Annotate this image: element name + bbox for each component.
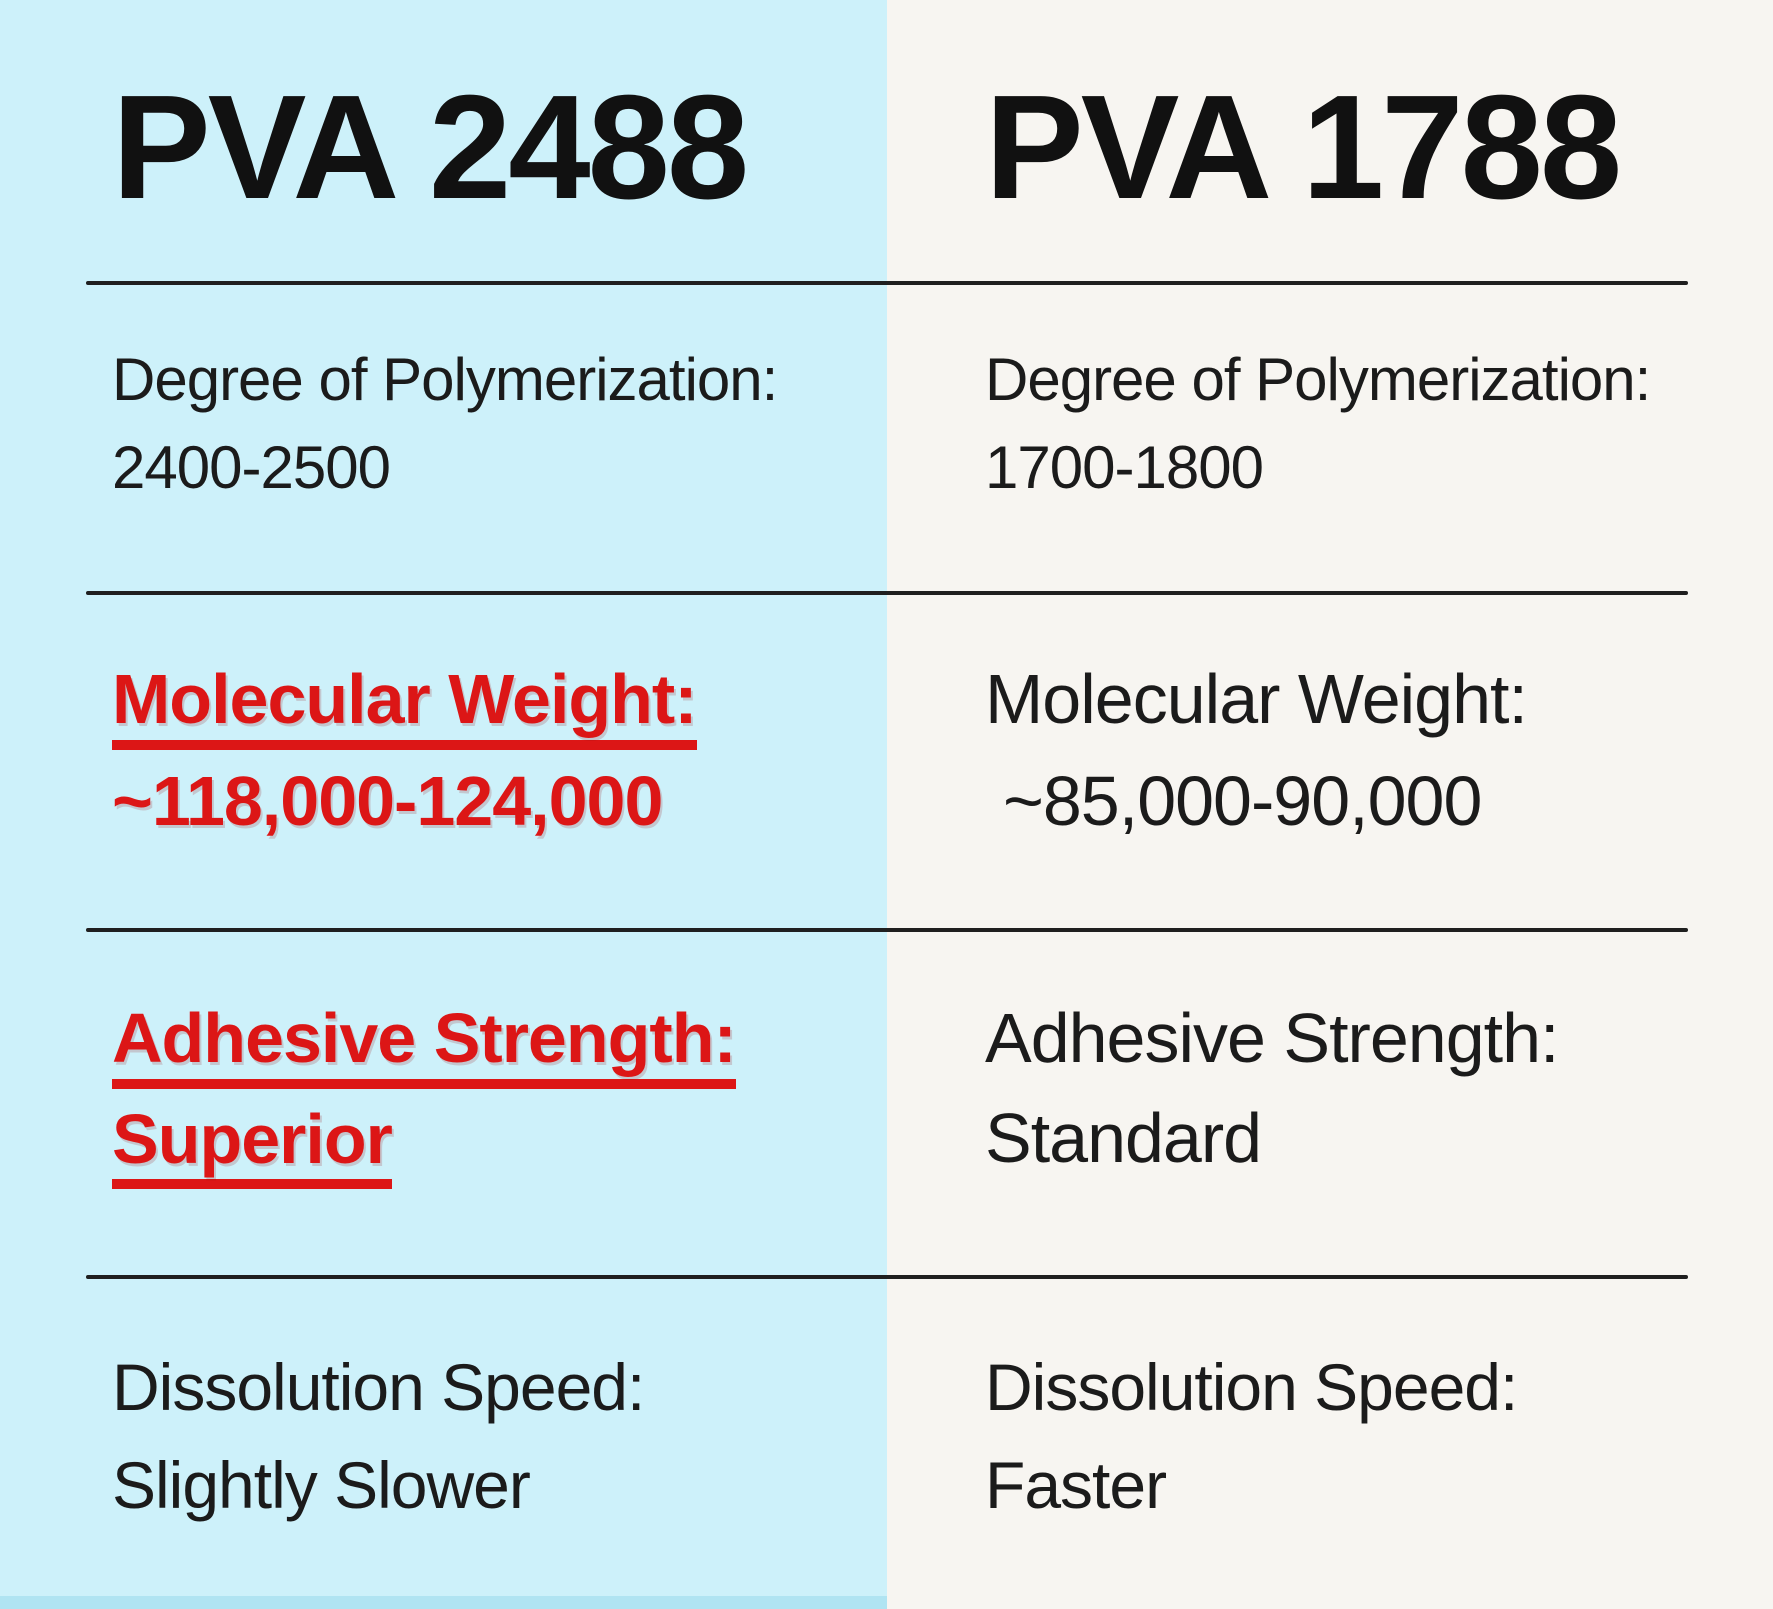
spec-value: ~85,000-90,000 bbox=[1003, 762, 1482, 840]
pva2488-degree-of-polymerization: Degree of Polymerization: 2400-2500 bbox=[112, 336, 778, 512]
divider-below-adhesive-strength-row bbox=[86, 1275, 1688, 1279]
spec-label: Degree of Polymerization: bbox=[112, 346, 778, 413]
left-column-bottom-edge bbox=[0, 1596, 887, 1609]
spec-value: Superior bbox=[112, 1101, 393, 1190]
spec-label: Adhesive Strength: bbox=[985, 999, 1559, 1077]
spec-value: Faster bbox=[985, 1448, 1167, 1522]
spec-value: 2400-2500 bbox=[112, 434, 391, 501]
pva1788-molecular-weight: Molecular Weight: ~85,000-90,000 bbox=[985, 648, 1528, 852]
pva2488-molecular-weight-highlighted: Molecular Weight: ~118,000-124,000 bbox=[112, 648, 698, 852]
spec-label: Molecular Weight: bbox=[112, 661, 698, 750]
spec-value: 1700-1800 bbox=[985, 434, 1264, 501]
spec-value: Standard bbox=[985, 1099, 1262, 1177]
divider-below-headers bbox=[86, 281, 1688, 285]
spec-label: Dissolution Speed: bbox=[985, 1350, 1518, 1424]
pva2488-adhesive-strength-highlighted: Adhesive Strength: Superior bbox=[112, 988, 737, 1190]
spec-value: Slightly Slower bbox=[112, 1448, 531, 1522]
spec-label: Degree of Polymerization: bbox=[985, 346, 1651, 413]
divider-below-polymerization-row bbox=[86, 591, 1688, 595]
pva2488-dissolution-speed: Dissolution Speed: Slightly Slower bbox=[112, 1338, 645, 1534]
divider-below-molecular-weight-row bbox=[86, 928, 1688, 932]
column-pva-2488-background bbox=[0, 0, 887, 1609]
spec-label: Dissolution Speed: bbox=[112, 1350, 645, 1424]
pva1788-adhesive-strength: Adhesive Strength: Standard bbox=[985, 988, 1559, 1188]
pva1788-degree-of-polymerization: Degree of Polymerization: 1700-1800 bbox=[985, 336, 1651, 512]
column-pva-1788-background bbox=[887, 0, 1773, 1609]
spec-label: Adhesive Strength: bbox=[112, 1000, 737, 1089]
column-header-pva-2488: PVA 2488 bbox=[112, 65, 749, 230]
spec-label: Molecular Weight: bbox=[985, 660, 1528, 738]
spec-value: ~118,000-124,000 bbox=[112, 762, 663, 840]
pva1788-dissolution-speed: Dissolution Speed: Faster bbox=[985, 1338, 1518, 1534]
column-header-pva-1788: PVA 1788 bbox=[985, 65, 1622, 230]
